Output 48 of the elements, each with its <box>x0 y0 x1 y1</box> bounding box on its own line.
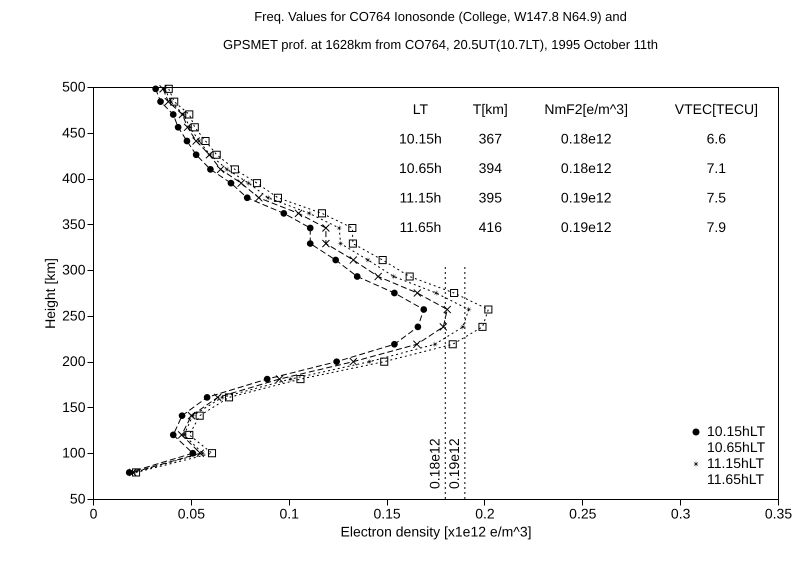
y-tick-label: 500 <box>62 78 86 94</box>
annotation: NmF2[e/m^3] <box>544 101 628 117</box>
annotation: 7.1 <box>706 160 726 176</box>
text: GPSMET prof. at 1628km from CO764, 20.5UT(10.7LT), 1995 October 11th <box>223 37 658 52</box>
annotation: 10.65h <box>399 160 442 176</box>
x-axis-title: Electron density [x1e12 e/m^3] <box>340 524 532 540</box>
annotation: 11.15h <box>400 190 442 206</box>
annotation: LT <box>412 101 429 117</box>
annotation: 7.5 <box>706 190 726 206</box>
x-tick-label: 0.3 <box>670 506 691 522</box>
annotation: 10.15h <box>399 130 442 146</box>
x-tick-label: 0.35 <box>764 506 792 522</box>
ref-line-label: 0.18e12 <box>426 438 442 489</box>
annotation: 0.18e12 <box>560 160 612 176</box>
annotation: 0.19e12 <box>560 190 612 206</box>
legend-label: 11.15hLT <box>707 455 765 471</box>
legend-label: 10.15hLT <box>707 423 766 439</box>
x-tick-label: 0 <box>90 506 98 522</box>
y-tick-label: 400 <box>62 170 86 186</box>
y-tick-label: 250 <box>62 307 86 324</box>
annotation: 0.18e12 <box>560 130 612 146</box>
annotation: 6.6 <box>706 130 726 146</box>
y-tick-label: 450 <box>62 124 86 140</box>
annotation: 0.19e12 <box>560 219 612 235</box>
x-tick-label: 0.15 <box>373 506 401 522</box>
annotation: 367 <box>478 130 502 146</box>
annotation: 7.9 <box>706 219 726 235</box>
y-axis-title: Height [km] <box>42 258 58 329</box>
annotation: T[km] <box>472 101 508 117</box>
y-tick-label: 50 <box>70 490 86 506</box>
text: 11.65hLT <box>707 471 765 487</box>
x-tick-label: 0.05 <box>178 506 206 522</box>
annotation: 395 <box>478 190 502 206</box>
x-tick-label: 0.25 <box>569 506 597 522</box>
annotation: 11.65h <box>400 219 442 235</box>
annotation: 416 <box>478 219 502 235</box>
text: Freq. Values for CO764 Ionosonde (College, W147.8 N64.9) and <box>254 9 627 24</box>
y-tick-label: 300 <box>62 262 86 278</box>
y-tick-label: 200 <box>62 353 86 370</box>
x-tick-label: 0.2 <box>475 506 495 522</box>
x-tick-label: 0.1 <box>279 506 300 522</box>
annotation: 394 <box>478 160 502 176</box>
y-tick-label: 100 <box>62 444 86 461</box>
y-tick-label: 350 <box>62 216 86 232</box>
y-tick-label: 150 <box>62 398 86 415</box>
text: 10.65hLT <box>707 439 766 455</box>
ref-line-label: 0.19e12 <box>446 438 462 489</box>
annotation: VTEC[TECU] <box>674 101 758 117</box>
